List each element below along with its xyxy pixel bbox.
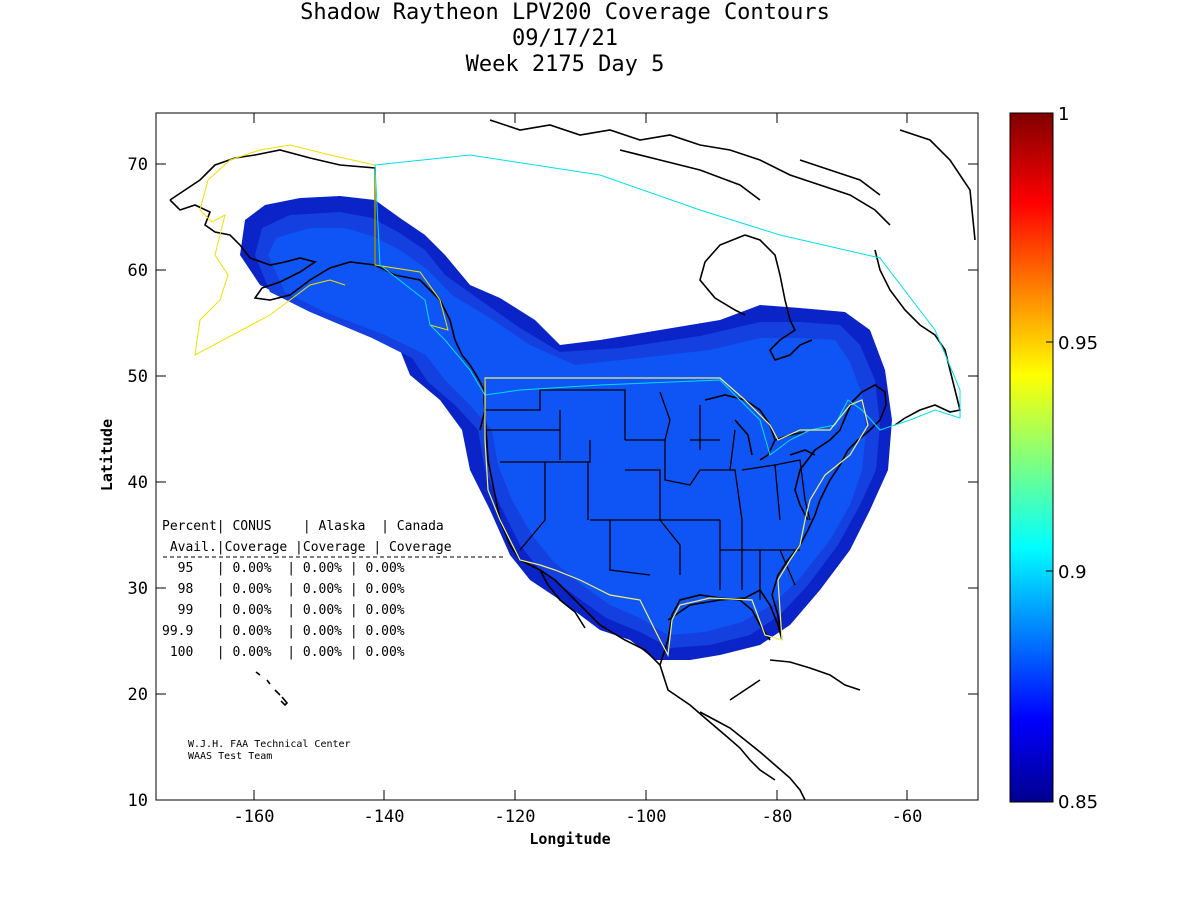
conus-east-coastline — [794, 384, 887, 521]
colorbar-tick-label: 1 — [1058, 104, 1069, 125]
great-lakes — [704, 394, 816, 461]
coverage-contour-inner — [268, 228, 866, 635]
x-tick-label: -80 — [762, 807, 793, 827]
conus-region-boundary — [484, 377, 869, 657]
state-borders — [485, 389, 811, 600]
x-tick-label: -140 — [364, 807, 405, 827]
credit-line-2: WAAS Test Team — [188, 751, 272, 762]
hawaii-islands — [255, 671, 289, 707]
x-tick-label: -100 — [626, 807, 667, 827]
table-row: 100 | 0.00% | 0.00% | 0.00% — [162, 645, 405, 660]
colorbar — [1009, 112, 1054, 803]
labrador-coastline — [874, 249, 961, 426]
arctic-islands — [489, 119, 976, 241]
y-tick-label: 10 — [128, 791, 148, 811]
map-date: 09/17/21 — [512, 26, 618, 51]
map-title: Shadow Raytheon LPV200 Coverage Contours — [300, 0, 830, 25]
map-area — [169, 119, 976, 800]
y-tick-label: 50 — [128, 367, 148, 387]
table-row: 99.9 | 0.00% | 0.00% | 0.00% — [162, 624, 405, 639]
x-axis-label: Longitude — [529, 830, 610, 848]
canada-region-boundary — [374, 154, 961, 456]
y-axis-label: Latitude — [98, 419, 116, 491]
y-tick-label: 30 — [128, 579, 148, 599]
hudson-bay-coastline — [699, 234, 813, 361]
cuba-coastline — [769, 659, 861, 691]
y-tick-label: 70 — [128, 155, 148, 175]
table-row: 99 | 0.00% | 0.00% | 0.00% — [162, 603, 405, 618]
colorbar-tick-marks — [1046, 341, 1053, 572]
x-tick-label: -120 — [495, 807, 536, 827]
y-tick-label: 60 — [128, 261, 148, 281]
coverage-table: Percent| CONUS | Alaska | Canada Avail.|… — [162, 519, 503, 660]
table-row: 95 | 0.00% | 0.00% | 0.00% — [162, 561, 405, 576]
colorbar-tick-label: 0.95 — [1058, 333, 1098, 354]
alaska-coastline — [169, 149, 456, 341]
table-row: 98 | 0.00% | 0.00% | 0.00% — [162, 582, 405, 597]
y-tick-label: 40 — [128, 473, 148, 493]
alaska-region-boundary — [194, 144, 449, 356]
coastlines — [169, 119, 976, 800]
table-header-row-2: Avail.|Coverage |Coverage | Coverage — [162, 540, 452, 555]
colorbar-tick-label: 0.85 — [1058, 792, 1098, 813]
map-week-day: Week 2175 Day 5 — [465, 52, 665, 77]
y-tick-marks — [156, 163, 978, 695]
colorbar-tick-label: 0.9 — [1058, 562, 1087, 583]
central-america-coastline — [699, 679, 806, 800]
x-tick-marks — [253, 113, 908, 800]
mexico-coastline — [539, 569, 776, 781]
y-tick-label: 20 — [128, 685, 148, 705]
gulf-coastline — [667, 419, 881, 641]
table-header-row-1: Percent| CONUS | Alaska | Canada — [162, 519, 444, 534]
credit-line-1: W.J.H. FAA Technical Center — [188, 739, 351, 750]
plot-frame — [155, 112, 979, 801]
x-tick-label: -160 — [234, 807, 275, 827]
x-tick-label: -60 — [892, 807, 923, 827]
